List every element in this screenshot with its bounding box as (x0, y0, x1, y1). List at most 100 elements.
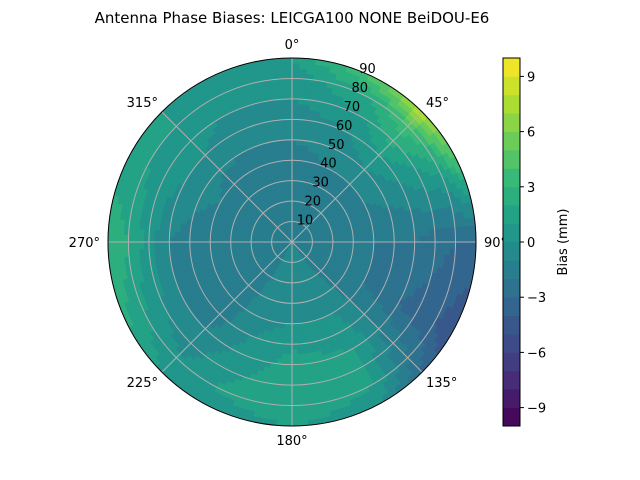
field-cell (287, 328, 293, 335)
field-cell (280, 363, 287, 370)
field-cell (298, 88, 306, 95)
field-cell (424, 235, 431, 243)
field-cell (429, 247, 436, 255)
field-cell (174, 236, 180, 243)
field-cell (291, 348, 298, 355)
field-cell (444, 234, 451, 243)
field-cell (287, 343, 293, 350)
field-cell (429, 229, 436, 237)
field-cell (153, 247, 160, 255)
field-cell (169, 246, 176, 254)
field-cell (296, 129, 303, 136)
field-cell (174, 241, 180, 248)
field-cell (398, 231, 405, 238)
field-cell (280, 368, 287, 376)
field-cell (465, 241, 472, 251)
field-cell (418, 224, 425, 232)
field-cell (368, 234, 375, 239)
field-cell (281, 348, 288, 355)
field-cell (398, 226, 405, 233)
field-cell (297, 374, 305, 381)
field-cell (158, 235, 165, 243)
field-cell (291, 359, 298, 365)
field-cell (294, 307, 299, 314)
field-cell (123, 234, 129, 243)
field-cell (291, 154, 297, 161)
field-cell (215, 241, 221, 246)
field-cell (291, 93, 299, 100)
field-cell (403, 246, 410, 253)
field-cell (298, 394, 307, 401)
field-cell (291, 149, 297, 156)
field-cell (284, 405, 293, 411)
field-cell (291, 318, 296, 325)
field-cell (444, 248, 451, 257)
field-cell (429, 241, 436, 249)
field-cell (184, 237, 191, 243)
field-cell (209, 238, 216, 243)
field-cell (291, 420, 301, 426)
field-cell (179, 236, 186, 243)
field-cell (209, 245, 216, 250)
field-cell (388, 237, 395, 243)
field-cell (296, 348, 303, 355)
field-cell (287, 323, 293, 330)
field-cell (286, 359, 293, 365)
field-cell (291, 129, 298, 136)
field-cell (291, 67, 300, 74)
field-cell (295, 333, 301, 340)
field-cell (189, 245, 196, 252)
field-cell (154, 253, 161, 261)
field-cell (291, 139, 297, 146)
field-cell (117, 241, 124, 250)
field-cell (108, 241, 114, 251)
field-cell (295, 328, 301, 335)
field-cell (295, 139, 302, 146)
field-cell (291, 338, 297, 345)
field-cell (220, 244, 227, 249)
field-cell (378, 233, 385, 239)
field-cell (302, 368, 310, 375)
field-cell (143, 235, 150, 243)
field-cell (291, 333, 297, 340)
bias-contour-field (108, 58, 476, 426)
field-cell (284, 399, 293, 406)
field-cell (299, 414, 308, 422)
field-cell (362, 234, 369, 240)
field-cell (286, 364, 293, 371)
field-cell (158, 247, 166, 254)
field-cell (209, 241, 216, 246)
field-cell (296, 358, 304, 365)
field-cell (404, 241, 410, 248)
field-cell (303, 104, 311, 111)
field-cell (138, 248, 145, 256)
field-cell (299, 62, 308, 70)
field-cell (279, 374, 287, 381)
field-cell (153, 241, 160, 249)
field-cell (194, 241, 201, 247)
field-cell (285, 369, 293, 376)
field-cell (299, 68, 308, 75)
field-cell (179, 231, 186, 238)
field-cell (280, 358, 288, 365)
field-cell (297, 108, 304, 116)
field-cell (291, 405, 300, 411)
field-cell (455, 241, 461, 250)
field-cell (388, 232, 395, 239)
field-cell (460, 241, 467, 250)
field-cell (403, 226, 410, 233)
field-cell (291, 73, 300, 79)
field-cell (199, 237, 206, 243)
field-cell (296, 134, 302, 141)
field-cell (408, 246, 415, 254)
field-cell (276, 414, 285, 422)
field-cell (148, 229, 155, 237)
field-cell (117, 234, 124, 243)
field-cell (449, 234, 456, 243)
field-cell (419, 235, 426, 243)
field-cell (194, 245, 201, 251)
field-cell (439, 241, 446, 250)
field-cell (409, 236, 415, 243)
field-cell (297, 379, 305, 386)
field-cell (368, 238, 375, 243)
